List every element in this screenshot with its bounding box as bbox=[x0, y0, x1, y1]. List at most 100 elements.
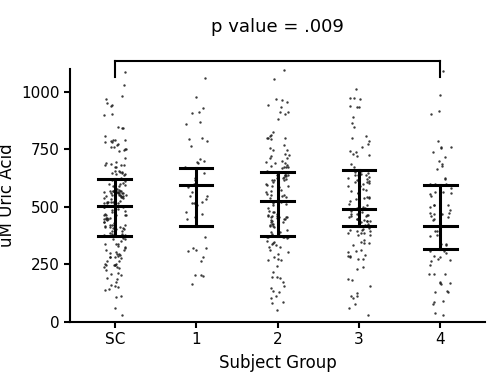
Point bbox=[355, 188, 363, 194]
Point bbox=[282, 160, 290, 166]
Point bbox=[282, 201, 290, 207]
Point bbox=[426, 248, 434, 254]
Point bbox=[111, 206, 119, 212]
Point bbox=[112, 295, 120, 301]
Point bbox=[268, 183, 276, 189]
Point bbox=[436, 231, 444, 237]
Point bbox=[278, 158, 285, 164]
Point bbox=[269, 147, 277, 153]
Point bbox=[280, 283, 288, 289]
Point bbox=[268, 177, 276, 183]
Point bbox=[267, 285, 275, 291]
Point bbox=[358, 227, 366, 233]
Point bbox=[283, 98, 291, 105]
Point bbox=[436, 108, 444, 114]
Point bbox=[434, 232, 442, 238]
Point bbox=[439, 298, 447, 304]
Point bbox=[268, 273, 276, 280]
Point bbox=[100, 111, 108, 118]
Point bbox=[268, 221, 276, 227]
Point bbox=[274, 215, 281, 221]
Point bbox=[115, 183, 123, 189]
Point bbox=[281, 135, 289, 141]
Point bbox=[350, 124, 358, 130]
Point bbox=[196, 118, 204, 124]
Point bbox=[361, 205, 369, 211]
Point bbox=[347, 161, 355, 167]
Point bbox=[365, 195, 373, 201]
Point bbox=[354, 190, 362, 196]
Point bbox=[364, 179, 372, 185]
Point bbox=[359, 182, 367, 188]
Point bbox=[282, 214, 290, 220]
Point bbox=[440, 176, 448, 182]
Point bbox=[436, 280, 444, 286]
Point bbox=[282, 176, 290, 182]
Point bbox=[274, 177, 281, 183]
Point bbox=[364, 152, 372, 159]
Point bbox=[426, 223, 434, 229]
Point bbox=[344, 230, 352, 236]
Point bbox=[430, 270, 438, 277]
Point bbox=[112, 279, 120, 285]
Point bbox=[119, 193, 127, 199]
Point bbox=[352, 205, 360, 211]
Point bbox=[262, 189, 270, 195]
Point bbox=[192, 177, 200, 183]
Point bbox=[275, 289, 283, 295]
Point bbox=[114, 241, 122, 247]
Point bbox=[200, 158, 208, 164]
Point bbox=[183, 216, 191, 222]
Point bbox=[278, 279, 286, 285]
Point bbox=[107, 271, 115, 277]
Point bbox=[192, 94, 200, 100]
Point bbox=[119, 203, 127, 209]
Point bbox=[266, 223, 274, 229]
Point bbox=[432, 189, 440, 195]
Point bbox=[112, 264, 120, 270]
Point bbox=[198, 211, 206, 217]
Point bbox=[122, 146, 130, 152]
Point bbox=[120, 82, 128, 88]
Point bbox=[100, 204, 108, 210]
Point bbox=[442, 181, 450, 187]
Point bbox=[364, 212, 372, 218]
Point bbox=[196, 156, 204, 162]
Point bbox=[118, 228, 126, 234]
Point bbox=[426, 111, 434, 117]
Point bbox=[347, 208, 355, 214]
Point bbox=[108, 198, 116, 205]
Point bbox=[275, 232, 283, 238]
Point bbox=[283, 147, 291, 153]
Point bbox=[434, 165, 442, 172]
Point bbox=[273, 211, 281, 217]
Point bbox=[118, 312, 126, 318]
Point bbox=[269, 129, 277, 135]
Point bbox=[108, 102, 116, 108]
Point bbox=[262, 181, 270, 187]
Point bbox=[269, 223, 277, 229]
Point bbox=[438, 281, 446, 287]
Point bbox=[108, 192, 116, 198]
Point bbox=[110, 305, 118, 311]
Point bbox=[121, 155, 129, 161]
Point bbox=[358, 247, 366, 253]
Point bbox=[360, 195, 368, 201]
Point bbox=[111, 137, 119, 143]
Point bbox=[268, 241, 276, 247]
Point bbox=[346, 211, 354, 217]
Point bbox=[282, 214, 290, 220]
Point bbox=[446, 144, 454, 150]
Point bbox=[426, 233, 434, 239]
Point bbox=[429, 216, 437, 223]
Point bbox=[355, 210, 363, 216]
Point bbox=[438, 161, 446, 167]
Point bbox=[108, 170, 116, 176]
Point bbox=[366, 138, 374, 144]
Point bbox=[194, 160, 202, 166]
Point bbox=[266, 133, 274, 139]
Point bbox=[114, 265, 122, 272]
Point bbox=[102, 160, 110, 166]
Point bbox=[362, 187, 370, 193]
Point bbox=[364, 202, 372, 208]
